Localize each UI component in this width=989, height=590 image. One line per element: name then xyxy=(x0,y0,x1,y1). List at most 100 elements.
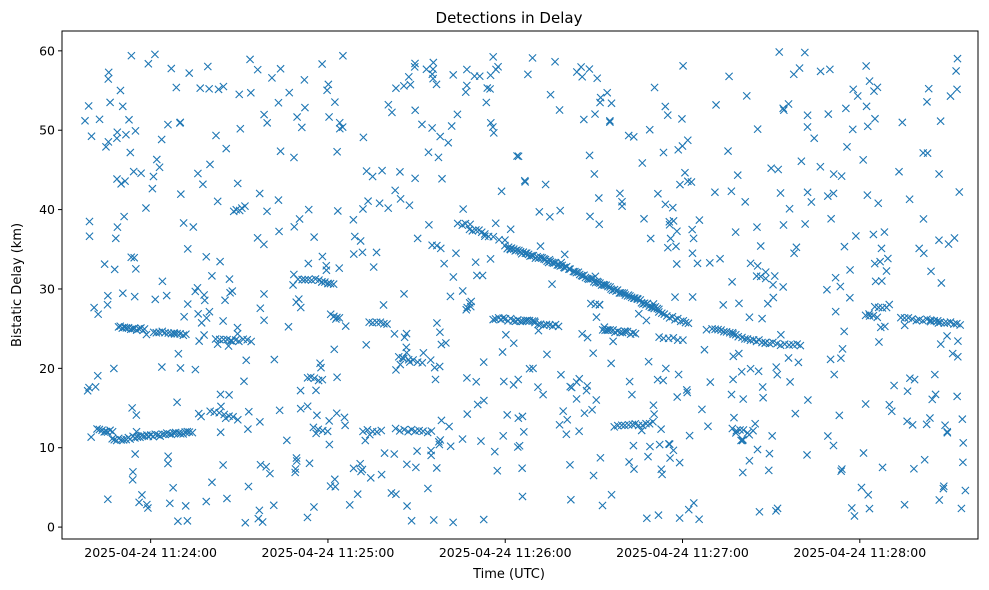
data-point xyxy=(129,167,138,176)
data-point xyxy=(395,167,404,176)
data-point xyxy=(557,258,566,267)
data-point xyxy=(625,377,634,386)
data-point xyxy=(519,427,528,436)
data-point xyxy=(207,271,216,280)
data-point xyxy=(539,390,548,399)
data-point xyxy=(789,70,798,79)
data-point xyxy=(640,214,648,223)
data-point xyxy=(724,147,733,156)
data-point xyxy=(312,386,320,395)
data-point xyxy=(863,122,872,131)
data-point xyxy=(769,293,778,302)
data-point xyxy=(405,201,414,210)
x-tick-label: 2025-04-24 11:26:00 xyxy=(439,545,572,560)
data-point xyxy=(130,253,139,262)
data-point xyxy=(648,417,657,426)
data-point xyxy=(428,241,437,250)
data-point xyxy=(734,299,743,308)
data-point xyxy=(226,336,235,345)
data-point xyxy=(615,189,624,198)
data-point xyxy=(436,132,445,141)
data-point xyxy=(301,275,310,284)
data-point xyxy=(423,484,432,493)
data-point xyxy=(366,473,375,482)
data-point xyxy=(797,157,806,166)
data-point xyxy=(185,69,194,78)
data-point xyxy=(912,316,921,325)
data-point xyxy=(678,336,687,345)
data-point xyxy=(103,300,112,309)
data-point xyxy=(198,180,207,189)
data-point xyxy=(95,425,104,434)
data-point xyxy=(521,177,530,186)
data-point xyxy=(769,280,777,289)
data-point xyxy=(131,126,140,135)
data-point xyxy=(501,330,510,339)
data-point xyxy=(953,337,962,346)
data-point xyxy=(225,390,234,399)
data-point xyxy=(162,291,171,300)
data-point xyxy=(919,214,928,223)
data-point xyxy=(113,175,121,184)
data-point xyxy=(296,303,305,312)
data-point xyxy=(118,289,127,298)
data-point xyxy=(243,335,252,344)
data-point xyxy=(518,492,527,501)
data-point xyxy=(173,398,182,407)
data-points xyxy=(81,48,970,527)
data-point xyxy=(566,382,575,391)
data-point xyxy=(411,106,420,115)
data-point xyxy=(900,314,909,322)
data-point xyxy=(759,393,768,402)
data-point xyxy=(214,85,223,94)
data-point xyxy=(653,189,662,198)
data-point xyxy=(613,327,622,336)
data-point xyxy=(688,225,697,234)
data-point xyxy=(677,114,686,123)
data-point xyxy=(518,464,527,473)
data-point xyxy=(909,464,918,473)
data-point xyxy=(733,171,742,180)
data-point xyxy=(931,390,940,399)
data-point xyxy=(335,264,344,273)
data-point xyxy=(674,370,683,379)
data-point xyxy=(545,255,554,264)
data-point xyxy=(669,333,678,342)
data-point xyxy=(900,321,909,330)
data-point xyxy=(111,234,120,243)
data-point xyxy=(372,427,381,436)
data-point xyxy=(509,339,518,348)
data-point xyxy=(953,54,962,63)
data-point xyxy=(725,72,734,81)
data-point xyxy=(771,506,780,515)
data-point xyxy=(650,410,659,419)
data-point xyxy=(240,377,248,386)
data-point xyxy=(700,345,709,354)
data-point xyxy=(716,254,725,263)
data-point xyxy=(244,407,253,416)
data-point xyxy=(390,450,399,459)
data-point xyxy=(497,187,506,196)
data-point xyxy=(276,147,285,156)
data-point xyxy=(949,319,958,328)
data-point xyxy=(427,427,436,436)
data-point xyxy=(380,449,389,458)
data-point xyxy=(588,405,597,414)
data-point xyxy=(958,415,967,424)
plot-frame xyxy=(61,30,979,540)
y-tick-label: 50 xyxy=(39,123,55,138)
data-point xyxy=(702,325,711,334)
data-point xyxy=(324,279,333,288)
data-point xyxy=(167,329,176,338)
data-point xyxy=(885,300,894,309)
data-point xyxy=(937,278,946,287)
data-point xyxy=(221,414,230,423)
data-point xyxy=(727,390,736,399)
data-point xyxy=(773,370,782,379)
data-point xyxy=(470,72,479,81)
data-point xyxy=(859,155,868,164)
data-point xyxy=(627,293,636,302)
data-point xyxy=(296,386,305,395)
data-point xyxy=(883,254,892,263)
data-point xyxy=(428,70,437,79)
